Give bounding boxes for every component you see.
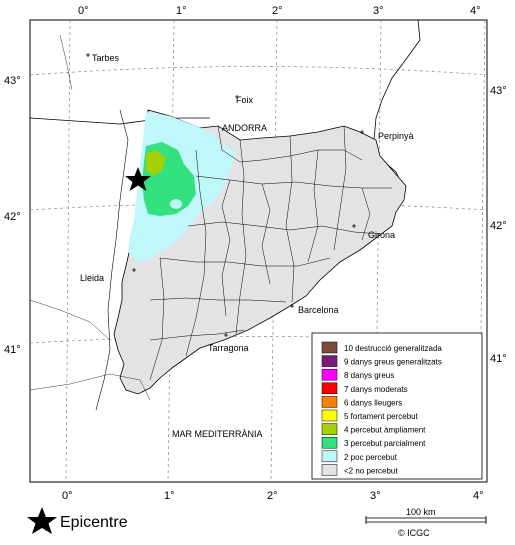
place-label-tarragona: Tarragona	[208, 343, 249, 353]
france-border	[29, 117, 210, 125]
intensity-4-zone	[146, 150, 166, 176]
scale-bar-rect	[365, 517, 487, 523]
legend-label: 8 danys greus	[344, 371, 394, 380]
place-label-lleida: Lleida	[80, 273, 104, 283]
scale-bar: 100 km	[365, 507, 487, 524]
place-label-foix: Foix	[236, 95, 254, 105]
lon-label-bottom-1: 1°	[164, 490, 175, 502]
lat-label-right-41: 41°	[490, 353, 507, 365]
lat-label-left-42: 42°	[4, 211, 21, 223]
legend-swatch	[321, 355, 338, 367]
lon-label-bottom-3: 3°	[370, 490, 381, 502]
legend-swatch	[321, 382, 338, 395]
legend-label: 10 destrucció generalitzada	[344, 344, 442, 353]
lon-label-bottom-4: 4°	[473, 490, 484, 502]
lon-label-top-3: 3°	[373, 5, 384, 17]
legend-box	[311, 332, 483, 480]
place-label-girona: Girona	[368, 230, 395, 240]
scale-label: 100 km	[406, 507, 436, 517]
legend-swatch	[321, 423, 338, 435]
copyright-credit: © ICGC	[398, 528, 430, 538]
epicentre-legend-star-icon	[27, 507, 57, 534]
legend-swatch	[321, 436, 338, 449]
lon-label-bottom-0: 0°	[62, 490, 73, 502]
legend-label: 2 poc percebut	[344, 453, 398, 462]
lon-label-top-1: 1°	[176, 5, 187, 17]
legend: 10 destrucció generalitzada 9 danys greus…	[311, 332, 483, 480]
legend-swatch	[321, 450, 338, 463]
epicentre-legend-label: Epicentre	[60, 514, 128, 531]
lat-label-right-43: 43°	[490, 85, 507, 97]
legend-swatch	[321, 409, 338, 422]
place-label-andorra: ANDORRA	[222, 123, 267, 133]
legend-swatch	[321, 341, 338, 354]
legend-label: 7 danys moderats	[344, 385, 408, 394]
city-markers	[86, 53, 364, 337]
aragon-border	[95, 109, 129, 411]
legend-label: 9 danys greus generalitzats	[344, 358, 442, 367]
place-label-sea: MAR MEDITERRÀNIA	[172, 429, 263, 439]
legend-label: 3 percebut parcialment	[344, 439, 426, 448]
epicentre-star-icon	[125, 167, 151, 191]
place-label-barcelona: Barcelona	[298, 305, 339, 315]
place-label-tarbes: Tarbes	[92, 53, 120, 63]
legend-swatch	[321, 368, 338, 381]
place-label-perpinya: Perpinyà	[378, 131, 414, 141]
legend-label: 6 danys lleugers	[344, 398, 402, 407]
legend-rows: 10 destrucció generalitzada 9 danys greus…	[321, 341, 442, 476]
lon-label-top-2: 2°	[272, 5, 283, 17]
lon-label-top-4: 4°	[470, 5, 481, 17]
lon-label-bottom-2: 2°	[267, 490, 278, 502]
lat-label-left-41: 41°	[4, 344, 21, 356]
legend-swatch	[321, 464, 338, 476]
legend-label: 4 percebut àmpliament	[344, 426, 426, 435]
intensity-2-pocket	[170, 199, 182, 209]
lon-label-top-0: 0°	[78, 5, 89, 17]
rivers	[29, 34, 151, 401]
lat-label-left-43: 43°	[4, 75, 21, 87]
legend-swatch	[321, 396, 338, 408]
lat-label-right-42: 42°	[490, 220, 507, 232]
county-boundaries	[149, 125, 392, 381]
legend-label: 5 fortament percebut	[344, 412, 419, 421]
legend-label: <2 no percebut	[344, 466, 398, 475]
